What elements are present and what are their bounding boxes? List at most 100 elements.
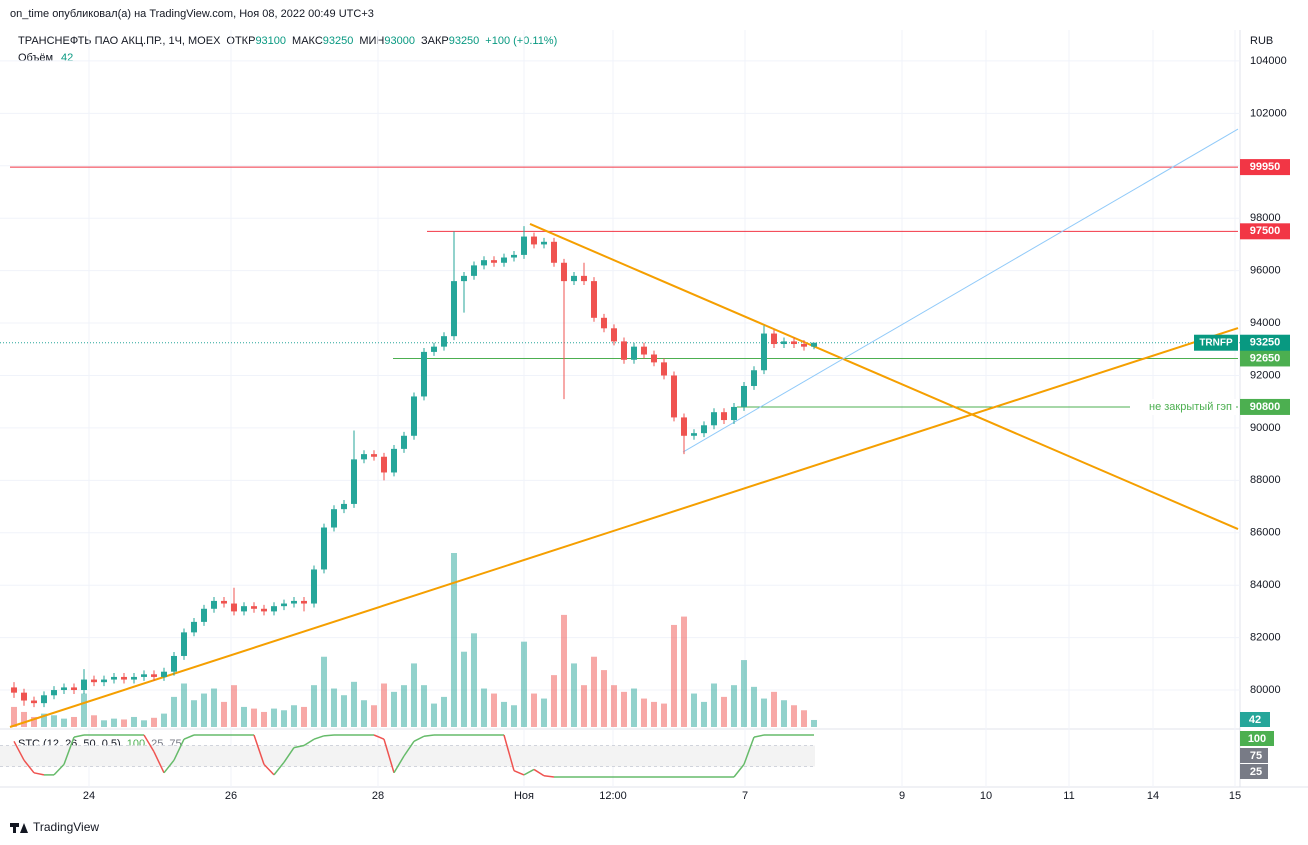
volume-bar (191, 700, 197, 727)
candle-body (171, 655, 177, 672)
volume-bar (91, 715, 97, 727)
volume-bar (71, 716, 77, 727)
volume-bar (401, 685, 407, 727)
ohlc-label: ОТКР (226, 35, 255, 47)
candle-body (291, 600, 297, 604)
y-tick-label: 82000 (1250, 632, 1281, 644)
volume-bar (371, 705, 377, 727)
volume-bar (481, 688, 487, 727)
stc-segment (73, 734, 85, 738)
trend-line (529, 223, 1239, 531)
volume-bar (631, 688, 637, 727)
candle-body (281, 603, 287, 607)
price-label-box (1240, 350, 1290, 367)
candle-body (271, 606, 277, 612)
volume-bar (51, 715, 57, 727)
candle-body (241, 606, 247, 612)
volume-bar (761, 698, 767, 727)
stc-band (0, 745, 815, 767)
volume-bar (101, 720, 107, 727)
stc-segment (143, 734, 155, 753)
stc-segment (63, 736, 75, 765)
stc-segment (173, 738, 185, 761)
candle-body (21, 692, 27, 701)
volume-legend: Объём 42 (18, 52, 73, 64)
volume-bar (361, 700, 367, 727)
volume-title: Объём (18, 52, 53, 64)
volume-bar (571, 663, 577, 727)
volume-label: 42 (1249, 714, 1261, 726)
x-tick-label: 14 (1147, 790, 1159, 802)
volume-bar (141, 720, 147, 727)
volume-bar (691, 693, 697, 727)
volume-bar (561, 614, 567, 727)
volume-bar (591, 656, 597, 727)
volume-bar (511, 705, 517, 727)
candle-body (661, 362, 667, 376)
candle-body (641, 346, 647, 355)
candle-body (411, 396, 417, 436)
y-tick-label: 86000 (1250, 527, 1281, 539)
candle-body (101, 679, 107, 683)
stc-level-label: 75 (1250, 750, 1262, 762)
volume-bar (491, 693, 497, 727)
volume-bar (621, 691, 627, 727)
stc-value: 100 (1248, 733, 1266, 745)
candle-body (321, 527, 327, 570)
candle-body (181, 632, 187, 656)
candle-body (11, 687, 17, 693)
candle-body (681, 417, 687, 436)
candle-body (451, 281, 457, 337)
candle-body (691, 433, 697, 436)
volume-bar (41, 713, 47, 727)
volume-bar (331, 688, 337, 727)
stc-segment (373, 734, 385, 740)
volume-bar (11, 706, 17, 727)
candle-body (51, 690, 57, 696)
stc-segment (313, 735, 325, 740)
price-label-box (1240, 334, 1290, 351)
volume-bar (121, 719, 127, 727)
volume-bar (311, 685, 317, 727)
y-tick-label: 94000 (1250, 317, 1281, 329)
volume-bar (151, 717, 157, 727)
volume-bar (31, 716, 37, 727)
stc-segment (283, 747, 295, 763)
candle-body (671, 375, 677, 418)
x-tick-label: 26 (225, 790, 237, 802)
volume-bar (671, 624, 677, 727)
candle-body (91, 679, 97, 683)
volume-bar (131, 716, 137, 727)
candle-body (651, 354, 657, 363)
candle-body (361, 454, 367, 460)
stc-segment (183, 734, 195, 740)
y-tick-label: 88000 (1250, 474, 1281, 486)
stc-segment (543, 774, 555, 778)
candle-body (351, 459, 357, 504)
candle-body (301, 600, 307, 604)
volume-bar (241, 706, 247, 727)
candle-body (431, 346, 437, 352)
candle-body (611, 328, 617, 342)
stc-segment (53, 763, 65, 776)
change: +100 (+0.11%) (485, 35, 557, 47)
volume-bar (681, 616, 687, 727)
candle-body (31, 700, 37, 704)
candle-body (711, 412, 717, 426)
stc-segment (513, 770, 525, 776)
x-tick-label: Ноя (514, 790, 534, 802)
y-tick-label: 102000 (1250, 107, 1287, 119)
trend-line (9, 327, 1239, 728)
candle-body (141, 674, 147, 677)
ohlc-label: ЗАКР (421, 35, 449, 47)
stc-level-box (1240, 748, 1268, 763)
stc-segment (413, 735, 425, 742)
symbol-title: ТРАНСНЕФТЬ ПАО АКЦ.ПР., 1Ч, MOEX (18, 35, 221, 47)
logo (10, 823, 28, 833)
stc-segment (393, 755, 405, 774)
candle-body (401, 435, 407, 449)
trend-line (682, 128, 1239, 453)
price-label: 93250 (1250, 337, 1281, 349)
candle-body (541, 241, 547, 245)
candle-body (491, 260, 497, 263)
